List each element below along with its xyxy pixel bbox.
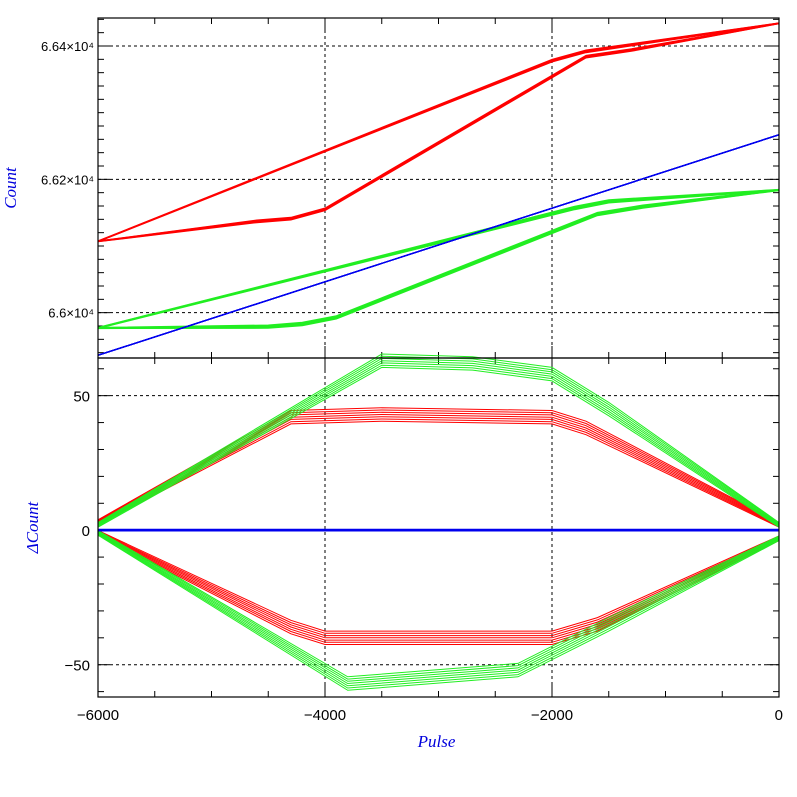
green-series-line — [97, 189, 780, 329]
red-series-line — [97, 534, 780, 643]
delta-count-tick-label: 0 — [82, 523, 90, 540]
red-series-line — [97, 22, 780, 242]
green-series-line — [97, 534, 780, 691]
count-panel: 6.6×10⁴ 6.62×10⁴ 6.64×10⁴ — [41, 17, 780, 359]
green-series-line — [97, 189, 780, 329]
green-series-line — [97, 364, 780, 527]
red-series-line — [97, 23, 780, 243]
green-series-line — [97, 353, 780, 523]
pulse-tick-label: −2000 — [531, 707, 573, 724]
count-axis-title: Count — [1, 166, 20, 209]
green-series-line — [97, 360, 780, 526]
green-series-line — [97, 190, 780, 330]
count-tick-label: 6.6×10⁴ — [48, 306, 94, 321]
green-series-line — [97, 189, 780, 329]
red-series-line — [97, 530, 780, 634]
count-tick-label: 6.64×10⁴ — [41, 39, 94, 54]
red-series-line — [97, 23, 780, 242]
red-series-line — [97, 22, 780, 242]
green-series-line — [97, 189, 780, 329]
green-series-line — [97, 355, 780, 524]
panel-frame — [97, 17, 780, 359]
pulse-tick-label: −6000 — [77, 707, 119, 724]
red-series-line — [97, 22, 780, 242]
green-series-line — [97, 530, 780, 680]
green-series-line — [97, 190, 780, 330]
delta-count-panel: −50 0 50 −6000 −4000 −2000 0 — [65, 353, 783, 724]
blue-series-line — [97, 134, 780, 356]
count-tick-label: 6.62×10⁴ — [41, 172, 94, 187]
green-series-line — [97, 366, 780, 528]
green-series-line — [97, 189, 780, 329]
green-series-line — [97, 188, 780, 328]
green-series-line — [97, 362, 780, 527]
pulse-tick-label: 0 — [775, 707, 783, 724]
pulse-axis-title: Pulse — [417, 732, 456, 751]
red-series-line — [97, 22, 780, 242]
red-series-line — [97, 532, 780, 639]
red-series-line — [97, 22, 780, 242]
green-series-line — [97, 189, 780, 329]
red-series-line — [97, 23, 780, 243]
green-series-line — [97, 188, 780, 328]
red-series-line — [97, 411, 780, 525]
green-series-line — [97, 189, 780, 329]
green-series-line — [97, 530, 780, 678]
red-series-line — [97, 533, 780, 641]
red-series-line — [97, 22, 780, 242]
red-series-line — [97, 22, 780, 242]
delta-count-tick-label: 50 — [73, 389, 90, 406]
delta-count-tick-label: −50 — [65, 658, 90, 675]
red-series-line — [97, 530, 780, 632]
red-series-line — [97, 534, 780, 645]
red-series-line — [97, 420, 780, 528]
panel-frame — [97, 357, 780, 698]
green-series-line — [97, 533, 780, 687]
green-series-line — [97, 532, 780, 685]
green-series-line — [97, 357, 780, 525]
red-series-line — [97, 22, 780, 242]
pulse-tick-label: −4000 — [304, 707, 346, 724]
red-series-line — [97, 23, 780, 243]
green-series-line — [97, 189, 780, 329]
red-series-line — [97, 23, 780, 243]
delta-count-axis-title: ΔCount — [23, 500, 42, 554]
green-series-line — [97, 189, 780, 329]
red-series-line — [97, 418, 780, 527]
green-series-line — [97, 534, 780, 689]
green-series-line — [97, 189, 780, 329]
red-series-line — [97, 23, 780, 242]
green-series-line — [97, 531, 780, 682]
